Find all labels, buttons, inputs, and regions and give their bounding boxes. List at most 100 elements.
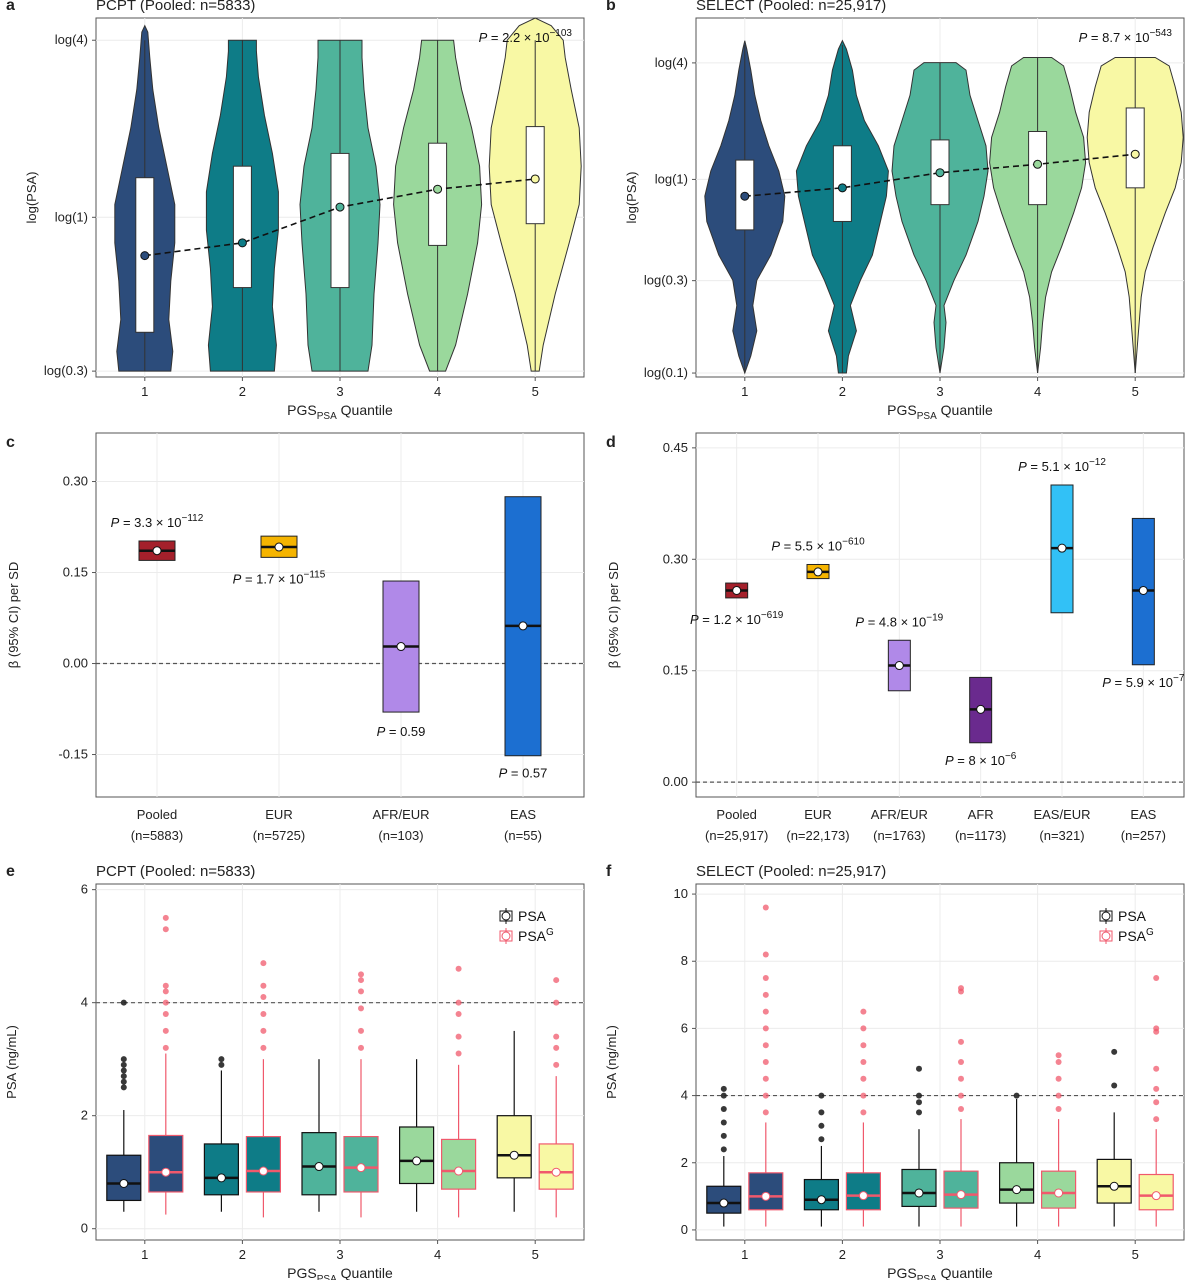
x-tick-label: AFR [968, 807, 994, 822]
y-tick-label: log(4) [655, 55, 688, 70]
box-psa-q3 [901, 1168, 937, 1208]
p-value-label: P = 5.1 × 10−12 [1018, 457, 1106, 474]
p-value-label: P = 0.57 [499, 766, 548, 781]
outlier-psa-q3 [916, 1099, 922, 1106]
outlier-psag-q2 [260, 960, 267, 967]
outlier-psag-q3 [358, 1027, 364, 1034]
mean-psag-q4 [454, 1166, 464, 1176]
y-tick-label: 6 [681, 1020, 688, 1035]
x-tick-label: 1 [141, 1247, 148, 1262]
box-psa-q4 [399, 1126, 435, 1185]
y-tick-label: 0.45 [663, 440, 688, 455]
mean-point-q2 [837, 183, 847, 193]
legend-label: PSAG [1118, 927, 1154, 944]
box-psa-q4 [998, 1162, 1035, 1204]
p-value-label: P = 1.7 × 10−115 [233, 569, 326, 586]
x-tick-sublabel: (n=321) [1039, 828, 1084, 843]
plot-area-d [695, 432, 1185, 798]
p-value-label: P = 2.2 × 10−103 [479, 28, 573, 45]
outlier-psag-q1 [762, 1092, 769, 1099]
outlier-psag-q5 [1153, 1025, 1160, 1032]
outlier-psa-q2 [818, 1092, 825, 1099]
outlier-psag-q2 [860, 1008, 867, 1015]
mean-psag-q3 [356, 1163, 366, 1173]
outlier-psa-q2 [818, 1136, 825, 1143]
x-tick-label: EAS [1130, 807, 1156, 822]
outlier-psag-q4 [455, 999, 462, 1006]
box-psag-q4 [441, 1138, 477, 1190]
x-tick-label: 4 [434, 384, 441, 399]
outlier-psag-q1 [762, 904, 769, 911]
mean-psag-q1 [761, 1191, 771, 1201]
outlier-psag-q1 [762, 1059, 769, 1065]
outlier-psag-q1 [162, 1027, 169, 1034]
violin-box-q2 [232, 165, 252, 289]
outlier-psag-q2 [860, 1059, 867, 1065]
y-tick-label: 0.00 [63, 656, 88, 671]
y-tick-label: 0.00 [663, 774, 688, 789]
outlier-psag-q2 [260, 1044, 267, 1051]
estimate-point [152, 546, 162, 556]
outlier-psag-q4 [455, 1050, 462, 1057]
outlier-psag-q3 [358, 977, 364, 984]
mean-psag-q3 [956, 1190, 966, 1200]
outlier-psa-q1 [120, 1073, 127, 1080]
estimate-point [1138, 585, 1148, 595]
x-tick-label: Pooled [716, 807, 756, 822]
p-value-label: P = 8 × 10−6 [945, 751, 1017, 768]
y-tick-label: 0.30 [663, 551, 688, 566]
x-tick-sublabel: (n=25,917) [705, 828, 768, 843]
outlier-psag-q2 [260, 1010, 267, 1017]
outlier-psa-q2 [818, 1122, 825, 1129]
outlier-psa-q1 [120, 1084, 127, 1091]
outlier-psa-q1 [720, 1119, 727, 1126]
x-tick-sublabel: (n=5883) [131, 828, 183, 843]
outlier-psag-q2 [260, 1027, 267, 1034]
x-tick-sublabel: (n=103) [378, 828, 423, 843]
outlier-psag-q1 [162, 1044, 169, 1051]
mean-point-q1 [740, 191, 750, 201]
outlier-psag-q3 [358, 1044, 364, 1051]
mean-point-q4 [433, 184, 443, 194]
y-axis-label: β (95% CI) per SD [606, 562, 621, 668]
box-psag-q5 [538, 1143, 574, 1190]
outlier-psag-q4 [455, 965, 462, 972]
p-value-label: P = 8.7 × 10−543 [1079, 28, 1173, 45]
y-tick-label: log(1) [55, 209, 88, 224]
mean-psa-q5 [509, 1150, 519, 1160]
mean-point-q3 [935, 168, 945, 178]
outlier-psag-q4 [1055, 1075, 1062, 1082]
outlier-psag-q3 [358, 988, 364, 995]
box-psag-q1 [748, 1172, 784, 1211]
outlier-psag-q2 [260, 982, 267, 989]
outlier-psa-q2 [218, 1056, 225, 1063]
outlier-psa-q1 [120, 1056, 127, 1063]
outlier-psa-q3 [916, 1109, 922, 1116]
legend-key [501, 911, 511, 921]
x-tick-label: 3 [336, 1247, 343, 1262]
outlier-psa-q4 [1013, 1092, 1020, 1099]
legend-label: PSA [1118, 908, 1147, 924]
outlier-psag-q1 [762, 975, 769, 982]
trend-line [744, 153, 1136, 198]
outlier-psa-q1 [720, 1092, 727, 1099]
outlier-psag-q1 [162, 999, 169, 1006]
mean-psag-q5 [1151, 1191, 1161, 1201]
x-tick-label: 2 [839, 384, 846, 399]
estimate-point [396, 642, 406, 652]
p-value-label: P = 5.5 × 10−610 [771, 536, 865, 553]
x-tick-label: 1 [741, 1247, 748, 1262]
mean-psa-q3 [914, 1188, 924, 1198]
outlier-psag-q5 [1153, 1065, 1160, 1072]
mean-psag-q5 [551, 1167, 561, 1177]
box-psag-q2 [245, 1135, 281, 1193]
legend-label: PSAG [518, 927, 554, 944]
estimate-point [732, 585, 742, 595]
y-tick-label: 4 [681, 1088, 688, 1103]
panel-letter: b [606, 0, 616, 14]
x-tick-sublabel: (n=22,173) [786, 828, 849, 843]
outlier-psag-q1 [162, 914, 169, 921]
x-axis-label: PGSPSA Quantile [287, 402, 393, 422]
box-psa-q2 [203, 1143, 239, 1196]
